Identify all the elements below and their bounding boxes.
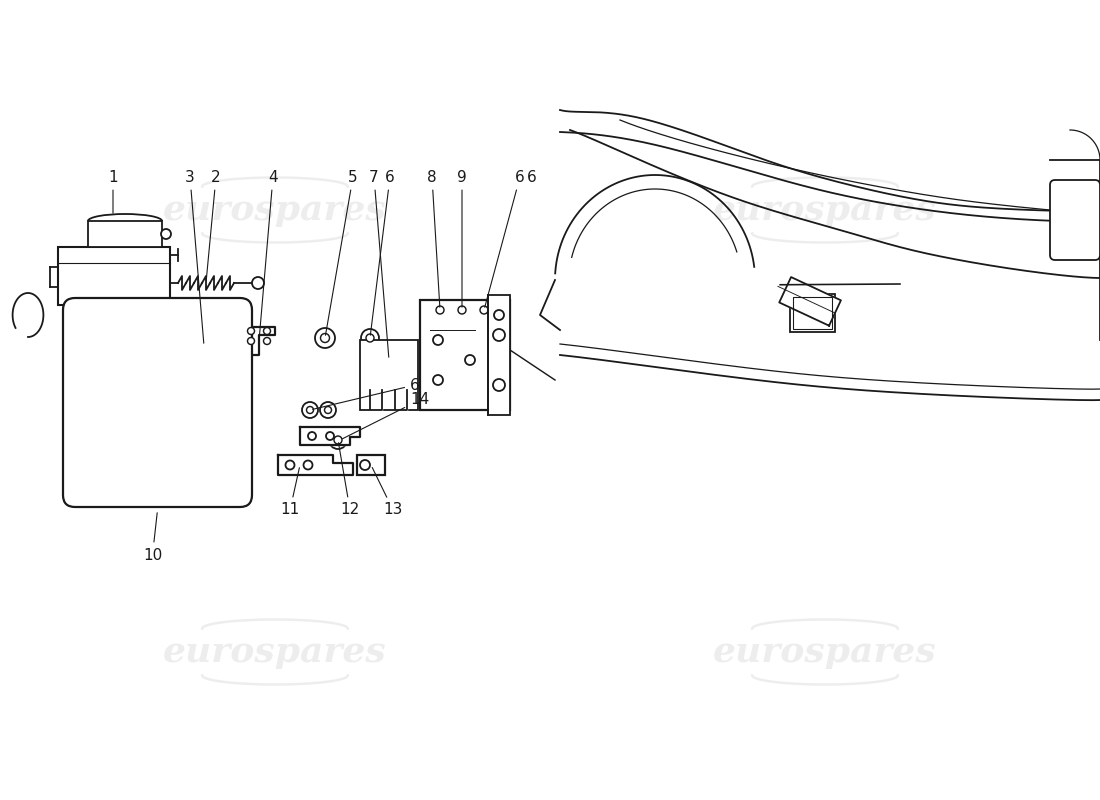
Bar <box>88 221 162 247</box>
Polygon shape <box>300 427 360 445</box>
Text: 6: 6 <box>485 170 525 307</box>
Circle shape <box>360 460 370 470</box>
Circle shape <box>248 338 254 345</box>
Circle shape <box>493 329 505 341</box>
Circle shape <box>264 327 271 334</box>
Circle shape <box>320 402 336 418</box>
Text: 6: 6 <box>527 170 537 185</box>
Circle shape <box>308 432 316 440</box>
Text: 11: 11 <box>280 468 299 518</box>
Circle shape <box>326 432 334 440</box>
Circle shape <box>286 461 295 470</box>
Circle shape <box>493 379 505 391</box>
Circle shape <box>494 310 504 320</box>
Text: 6: 6 <box>312 378 420 410</box>
Text: 6: 6 <box>371 170 395 335</box>
Text: eurospares: eurospares <box>713 193 937 227</box>
Bar <box>790 294 835 332</box>
Circle shape <box>248 327 254 334</box>
Text: eurospares: eurospares <box>163 193 387 227</box>
Circle shape <box>315 328 336 348</box>
Text: eurospares: eurospares <box>163 635 387 669</box>
Text: 10: 10 <box>143 513 162 562</box>
Text: 14: 14 <box>342 393 429 438</box>
Circle shape <box>453 301 471 319</box>
Text: 3: 3 <box>185 170 204 343</box>
Circle shape <box>329 431 346 449</box>
FancyBboxPatch shape <box>1050 180 1100 260</box>
Text: 12: 12 <box>339 442 360 518</box>
Circle shape <box>436 306 444 314</box>
Circle shape <box>161 229 170 239</box>
Circle shape <box>433 375 443 385</box>
Polygon shape <box>395 390 407 410</box>
Circle shape <box>264 338 271 345</box>
Circle shape <box>458 306 466 314</box>
Circle shape <box>304 461 312 470</box>
Circle shape <box>433 335 443 345</box>
Text: 2: 2 <box>207 170 221 280</box>
Bar <box>58 247 170 305</box>
Circle shape <box>431 301 449 319</box>
Circle shape <box>465 355 475 365</box>
Circle shape <box>252 277 264 289</box>
Circle shape <box>302 402 318 418</box>
Circle shape <box>324 406 331 414</box>
Bar <box>793 297 832 329</box>
Text: 1: 1 <box>108 170 118 214</box>
Polygon shape <box>370 390 382 410</box>
Bar <box>488 295 510 415</box>
Circle shape <box>307 406 314 414</box>
Circle shape <box>361 329 379 347</box>
Circle shape <box>475 301 493 319</box>
Circle shape <box>334 436 342 444</box>
Text: 7: 7 <box>370 170 388 358</box>
Circle shape <box>366 334 374 342</box>
Polygon shape <box>243 327 275 355</box>
Text: 5: 5 <box>326 170 358 335</box>
Text: 13: 13 <box>372 467 403 518</box>
Text: 4: 4 <box>260 170 278 338</box>
Bar <box>420 300 510 410</box>
Text: eurospares: eurospares <box>713 635 937 669</box>
Circle shape <box>480 306 488 314</box>
Bar <box>360 340 418 410</box>
Bar <box>358 455 385 475</box>
FancyBboxPatch shape <box>63 298 252 507</box>
Text: 8: 8 <box>427 170 440 307</box>
Circle shape <box>320 334 330 342</box>
Polygon shape <box>779 277 840 326</box>
Polygon shape <box>278 455 353 475</box>
Text: 9: 9 <box>458 170 466 307</box>
